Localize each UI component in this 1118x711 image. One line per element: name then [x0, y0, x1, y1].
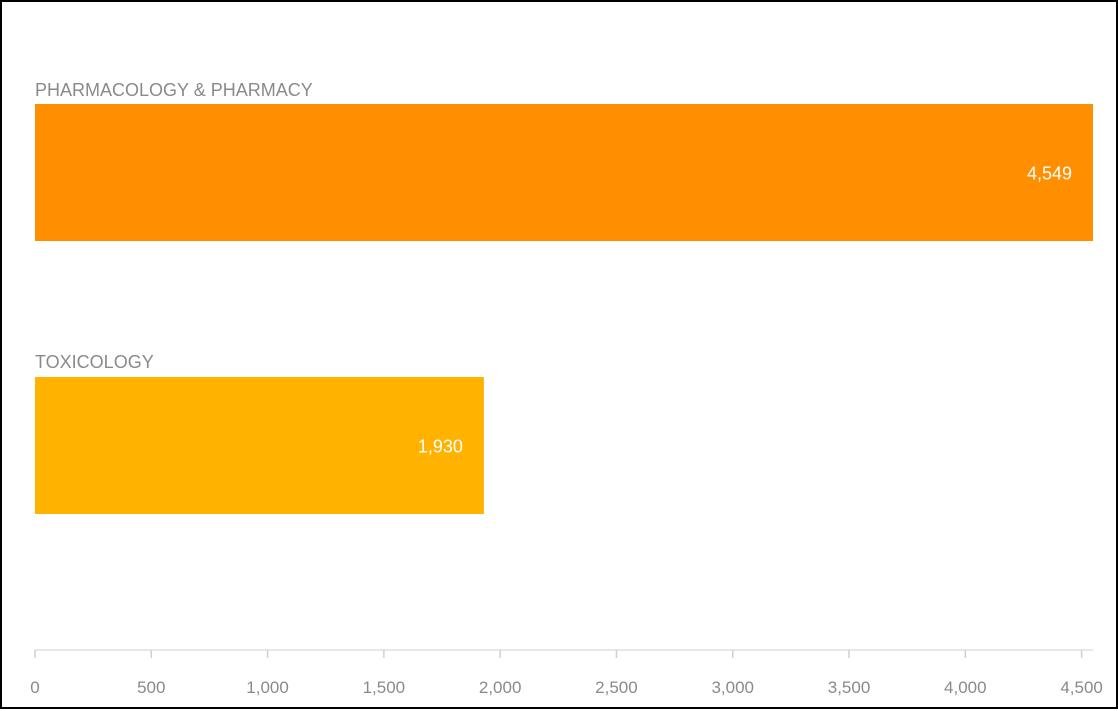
x-tick-label: 2,500	[595, 678, 638, 697]
x-tick-label: 2,000	[479, 678, 522, 697]
category-label: TOXICOLOGY	[35, 352, 154, 372]
x-tick-label: 3,000	[711, 678, 754, 697]
x-tick-label: 4,000	[944, 678, 987, 697]
x-tick-label: 1,000	[246, 678, 289, 697]
x-tick-label: 4,500	[1060, 678, 1103, 697]
bar[interactable]	[35, 377, 484, 514]
x-tick-label: 0	[30, 678, 39, 697]
x-tick-label: 1,500	[363, 678, 406, 697]
x-tick-label: 3,500	[828, 678, 871, 697]
x-tick-label: 500	[137, 678, 165, 697]
data-label: 4,549	[1027, 164, 1072, 184]
category-label: PHARMACOLOGY & PHARMACY	[35, 80, 313, 100]
bar[interactable]	[35, 104, 1093, 241]
data-label: 1,930	[418, 437, 463, 457]
